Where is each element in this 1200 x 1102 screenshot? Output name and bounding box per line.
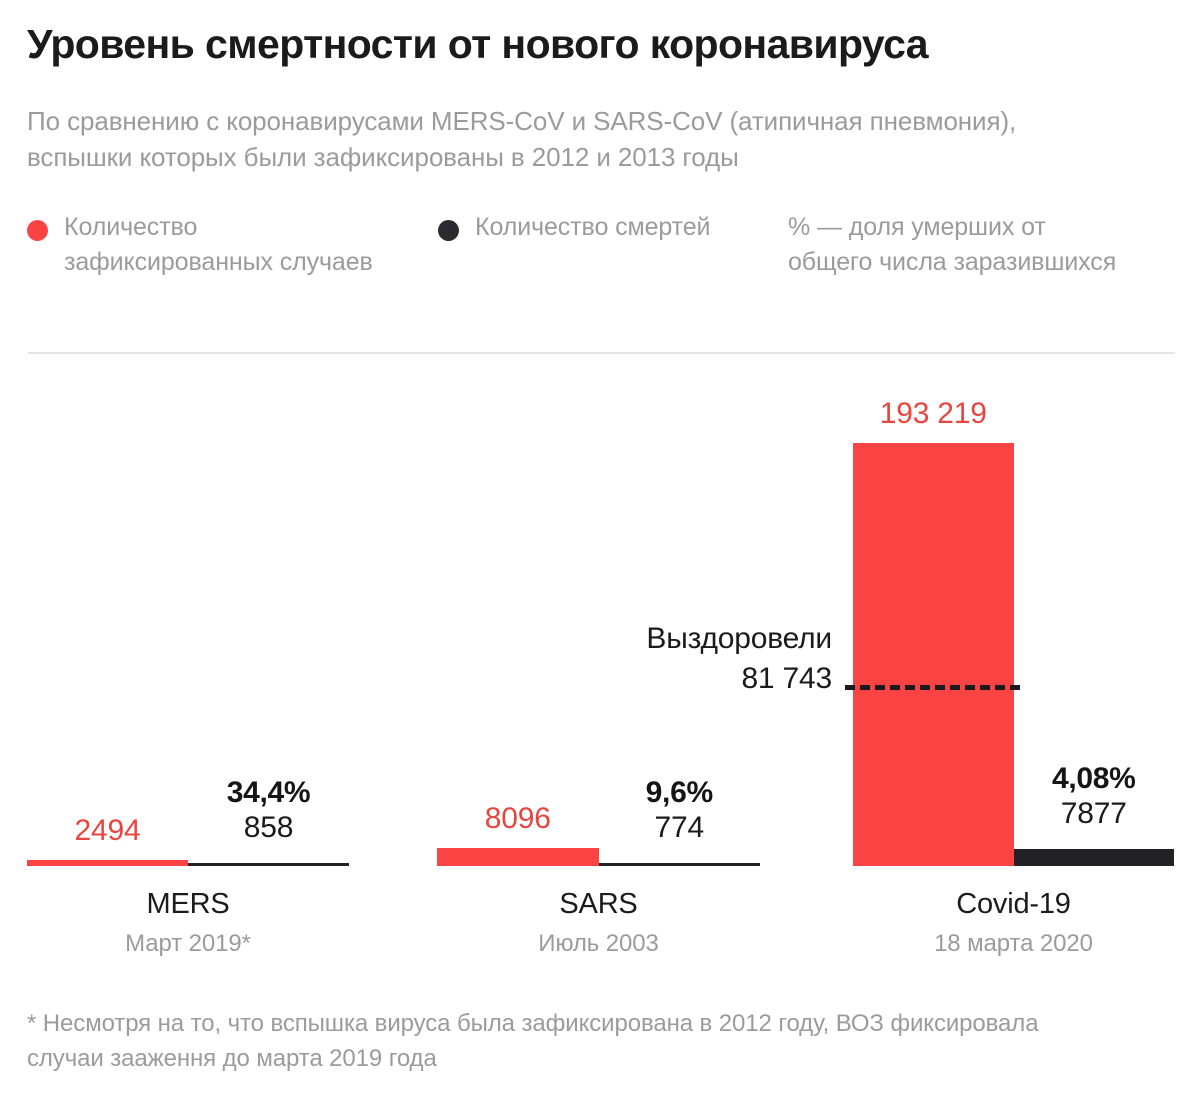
death-count-covid19: 7877 (1060, 797, 1127, 831)
bar-group-covid19: 193 219 4,08% 7877 Covid-19 18 марта 202… (853, 0, 1174, 990)
page-subtitle: По сравнению с коронавирусами MERS-CoV и… (27, 106, 1017, 172)
bar-chart: 2494 34,4% 858 MERS Март 2019* 8096 9,6%… (27, 0, 1174, 990)
bar-deaths-mers (188, 862, 349, 866)
bar-group-sublabel-covid19: 18 марта 2020 (934, 930, 1093, 957)
legend-item-deaths-label: Количество смертей (475, 213, 711, 241)
legend-item-deaths: Количество смертей (438, 210, 768, 245)
chart-footnote: * Несмотря на то, что вспышка вируса был… (27, 1010, 1039, 1073)
legend-item-cases-label: Количество зафиксированных случаев (64, 213, 373, 276)
legend-item-percent-note: % — доля умерших от общего числа заразив… (788, 210, 1118, 280)
bar-group-mers: 2494 34,4% 858 MERS Март 2019* (27, 0, 349, 990)
bar-cases-covid19 (853, 443, 1014, 866)
legend-item-cases: Количество зафиксированных случаев (27, 210, 387, 280)
recovered-dashed-line (845, 685, 1020, 691)
death-rate-mers: 34,4% (226, 775, 311, 809)
death-count-mers: 858 (243, 811, 294, 845)
bar-deaths-sars (598, 862, 760, 866)
bar-value-deaths-covid19: 4,08% 7877 (1014, 761, 1175, 832)
recovered-annotation: Выздоровели 81 743 (512, 619, 832, 699)
bar-group-sublabel-sars: Июль 2003 (538, 930, 659, 957)
bar-value-cases-mers: 2494 (74, 814, 141, 847)
recovered-annotation-label: Выздоровели (646, 622, 832, 656)
death-rate-sars: 9,6% (645, 775, 713, 809)
death-rate-covid19: 4,08% (1051, 761, 1136, 795)
bar-group-label-covid19: Covid-19 (956, 888, 1071, 920)
recovered-annotation-value: 81 743 (741, 661, 832, 695)
page-title: Уровень смертности от нового коронавирус… (27, 21, 929, 67)
bar-group-sublabel-mers: Март 2019* (125, 930, 251, 957)
red-dot-icon (27, 220, 48, 241)
bar-group-sars: 8096 9,6% 774 SARS Июль 2003 (437, 0, 760, 990)
death-count-sars: 774 (654, 811, 705, 845)
chart-legend: Количество зафиксированных случаев Колич… (27, 210, 1177, 330)
bar-value-deaths-sars: 9,6% 774 (599, 775, 761, 846)
bar-cases-mers (27, 860, 188, 866)
legend-item-percent-note-label: % — доля умерших от общего числа заразив… (788, 213, 1117, 276)
bar-deaths-covid19 (1013, 848, 1174, 866)
bar-value-deaths-mers: 34,4% 858 (188, 775, 349, 846)
bar-cases-sars (437, 848, 599, 866)
legend-divider (28, 352, 1175, 354)
bar-group-label-sars: SARS (559, 888, 638, 920)
bar-value-cases-sars: 8096 (484, 802, 551, 836)
bar-value-cases-covid19: 193 219 (879, 397, 987, 430)
black-dot-icon (438, 220, 459, 241)
bar-group-label-mers: MERS (146, 888, 230, 920)
